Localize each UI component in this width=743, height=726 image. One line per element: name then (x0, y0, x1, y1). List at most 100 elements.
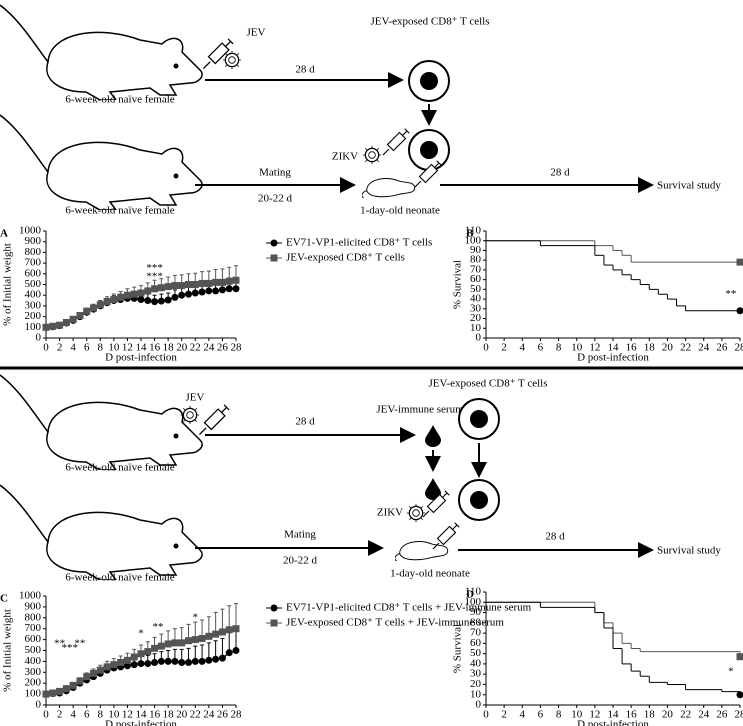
marker (56, 321, 64, 329)
marker (171, 293, 179, 301)
marker (117, 293, 125, 301)
x-tick-label: 14 (608, 709, 620, 721)
marker (225, 285, 233, 293)
y-tick-label: 10 (470, 688, 482, 700)
marker (151, 298, 159, 306)
marker (205, 279, 213, 287)
y-tick-label: 300 (25, 299, 42, 311)
x-tick-label: 4 (70, 342, 76, 354)
y-tick-label: 300 (25, 666, 42, 678)
label: JEV-immune serum (376, 404, 464, 416)
marker (232, 285, 240, 293)
y-tick-label: 100 (465, 234, 482, 246)
marker (157, 642, 165, 650)
top-scheme: 6-week-old naïve female 6-week-old naïve… (0, 4, 721, 217)
x-tick-label: 2 (501, 342, 507, 354)
marker (157, 657, 165, 665)
y-tick-label: 500 (25, 644, 42, 656)
x-tick-label: 8 (556, 342, 562, 354)
x-tick-label: 22 (190, 709, 201, 721)
marker (117, 658, 125, 666)
marker (137, 289, 145, 297)
marker (96, 301, 104, 309)
marker (144, 660, 152, 668)
marker (212, 287, 220, 295)
x-tick-label: 14 (136, 342, 148, 354)
y-tick-label: 80 (470, 254, 482, 266)
error-bar (227, 605, 232, 630)
x-tick-label: 22 (680, 709, 691, 721)
x-tick-label: 26 (716, 342, 728, 354)
x-tick-label: 28 (735, 342, 743, 354)
x-axis-label: D post-infection (105, 352, 177, 364)
x-tick-label: 16 (149, 709, 161, 721)
marker (225, 649, 233, 657)
marker (137, 650, 145, 658)
y-tick-label: 400 (25, 655, 42, 667)
label: JEV (247, 27, 266, 39)
y-tick-label: 400 (25, 289, 42, 301)
label: 6-week-old naïve female (65, 205, 174, 217)
x-tick-label: 4 (70, 709, 76, 721)
annotation: * (193, 611, 199, 623)
marker (212, 655, 220, 663)
marker (83, 673, 91, 681)
x-tick-label: 28 (231, 342, 243, 354)
marker (62, 318, 70, 326)
marker (185, 637, 192, 645)
annotation: *** (146, 271, 163, 283)
legend-label: JEV-exposed CD8⁺ T cells (286, 252, 405, 264)
x-tick-label: 20 (662, 709, 674, 721)
marker (736, 653, 743, 661)
x-tick-label: 6 (538, 342, 544, 354)
x-tick-label: 26 (217, 709, 229, 721)
panel-label: A (0, 228, 8, 240)
marker (736, 258, 743, 266)
x-tick-label: 12 (589, 342, 600, 354)
marker (90, 304, 97, 312)
x-tick-label: 18 (163, 709, 175, 721)
marker (56, 687, 64, 695)
x-tick-label: 20 (662, 342, 674, 354)
cell-icon (408, 60, 450, 102)
x-tick-label: 0 (43, 342, 49, 354)
syringe-icon (432, 522, 460, 550)
cell-icon (408, 129, 450, 171)
marker (205, 632, 213, 640)
marker (198, 635, 206, 643)
syringe-icon (382, 128, 410, 156)
error-bar (213, 611, 218, 635)
marker (76, 312, 84, 320)
marker (144, 287, 152, 295)
x-tick-label: 6 (84, 342, 90, 354)
y-tick-label: 200 (25, 677, 42, 689)
y-tick-label: 0 (36, 699, 42, 711)
y-tick-label: 70 (470, 263, 482, 275)
error-bar (220, 608, 225, 632)
marker (218, 278, 226, 286)
x-tick-label: 26 (217, 342, 229, 354)
mouse-icon (0, 114, 203, 210)
label: Survival study (657, 545, 721, 557)
panel-label: C (0, 593, 8, 605)
y-tick-label: 40 (470, 293, 482, 305)
label: 1-day-old neonate (390, 568, 470, 580)
marker (103, 298, 111, 306)
x-tick-label: 4 (520, 709, 526, 721)
y-tick-label: 800 (25, 246, 42, 258)
marker (212, 630, 220, 638)
marker (151, 285, 159, 293)
x-tick-label: 10 (571, 709, 583, 721)
annotation: *** (62, 642, 79, 654)
marker (123, 291, 131, 299)
y-tick-label: 80 (470, 616, 482, 628)
x-tick-label: 2 (57, 709, 63, 721)
marker (151, 658, 159, 666)
x-tick-label: 24 (203, 342, 215, 354)
y-tick-label: 100 (25, 688, 42, 700)
marker (736, 307, 743, 315)
x-tick-label: 18 (163, 342, 175, 354)
label: 28 d (550, 167, 570, 179)
